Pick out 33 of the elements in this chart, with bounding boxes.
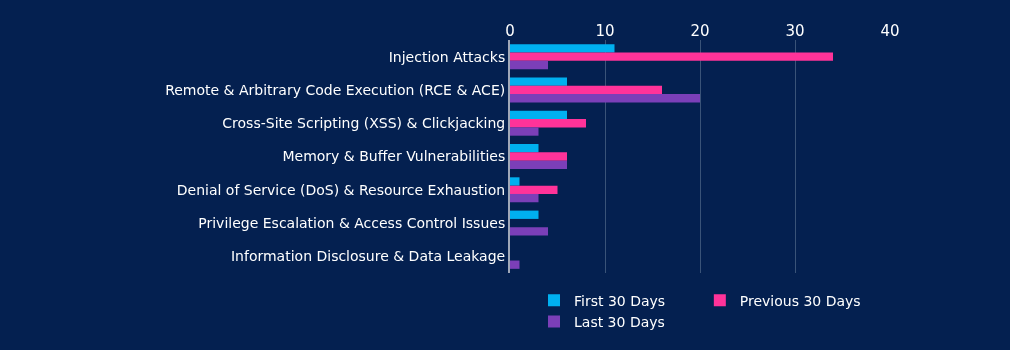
bar: [510, 119, 586, 128]
x-tick-label: 10: [595, 22, 615, 40]
y-tick-label: Privilege Escalation & Access Control Issues: [198, 214, 506, 231]
y-tick-label: Denial of Service (DoS) & Resource Exhaustion: [176, 181, 506, 198]
y-tick-label: Injection Attacks: [388, 48, 506, 65]
bar: [510, 193, 539, 203]
bar: [510, 110, 567, 120]
bar: [510, 210, 539, 219]
bar: [510, 94, 700, 103]
bar: [510, 260, 520, 269]
x-tick-label: 40: [880, 22, 900, 40]
legend-label: Last 30 Days: [574, 313, 665, 330]
bar: [510, 44, 615, 53]
bar: [510, 185, 558, 194]
y-tick-label: Memory & Buffer Vulnerabilities: [282, 148, 506, 165]
bar: [510, 77, 567, 86]
x-tick-label: 20: [690, 22, 710, 40]
bar: [510, 52, 833, 61]
bar: [510, 60, 548, 70]
y-tick-label: Remote & Arbitrary Code Execution (RCE & ACE): [165, 81, 506, 98]
bar: [510, 127, 539, 136]
legend-label: First 30 Days: [574, 292, 666, 309]
bar: [510, 85, 662, 95]
legend-label: Previous 30 Days: [739, 292, 861, 309]
bar: [510, 160, 567, 169]
y-tick-label: Information Disclosure & Data Leakage: [230, 248, 506, 265]
x-tick-label: 0: [505, 22, 515, 40]
x-tick-label: 30: [785, 22, 805, 40]
y-tick-label: Cross-Site Scripting (XSS) & Clickjacking: [222, 115, 506, 132]
bar: [510, 144, 539, 153]
bar: [510, 227, 548, 236]
bar: [510, 152, 567, 161]
bar: [510, 177, 520, 186]
